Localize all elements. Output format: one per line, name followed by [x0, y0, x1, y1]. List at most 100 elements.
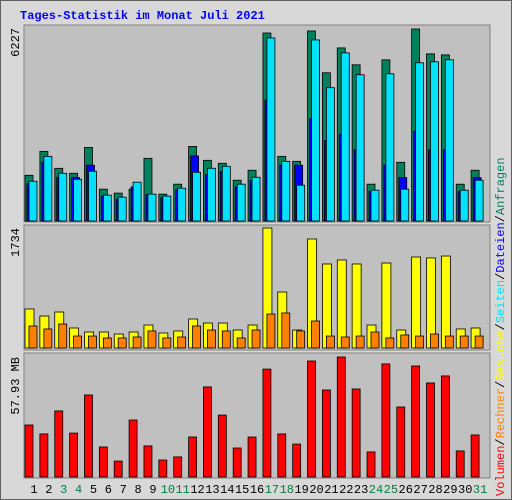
bar	[221, 165, 231, 222]
bar	[381, 262, 392, 349]
legend: Volumen/Rechner/Besuche/Seiten/Dateien/A…	[494, 157, 508, 496]
bar	[147, 330, 157, 349]
x-tick-label: 8	[134, 483, 141, 497]
bar	[400, 188, 410, 222]
bar	[444, 59, 454, 222]
bar	[311, 320, 320, 349]
x-tick-label: 9	[149, 483, 156, 497]
y-tick-label: 57.93 MB	[9, 357, 23, 415]
bar	[217, 414, 227, 478]
bar	[113, 460, 123, 478]
bar	[236, 337, 246, 349]
panel	[23, 352, 491, 479]
bar	[177, 187, 187, 222]
bar	[162, 337, 172, 349]
bar	[88, 335, 97, 349]
bar	[73, 335, 83, 349]
bar	[381, 363, 391, 478]
x-tick-label: 1	[30, 483, 37, 497]
x-tick-label: 19	[294, 483, 308, 497]
bar	[311, 39, 320, 222]
x-tick-label: 24	[369, 483, 383, 497]
bar	[281, 160, 291, 222]
bar	[459, 335, 469, 349]
bar	[177, 336, 187, 349]
x-tick-label: 31	[473, 483, 487, 497]
bar	[321, 263, 332, 349]
bar	[455, 450, 465, 478]
x-tick-label: 29	[443, 483, 457, 497]
bar	[400, 334, 410, 349]
bar	[221, 330, 231, 349]
bar	[325, 335, 335, 349]
bar	[102, 337, 112, 349]
bar	[430, 333, 439, 349]
bar	[58, 172, 68, 222]
x-tick-label: 12	[190, 483, 204, 497]
bar	[188, 436, 197, 478]
x-tick-label: 15	[235, 483, 249, 497]
bar	[340, 52, 350, 222]
bar	[117, 337, 127, 349]
x-tick-label: 5	[90, 483, 97, 497]
bar	[336, 356, 346, 478]
legend-entry: Volumen	[494, 446, 508, 496]
legend-separator: /	[494, 381, 508, 388]
bar	[325, 87, 335, 222]
x-tick-label: 7	[120, 483, 127, 497]
bar	[143, 445, 153, 478]
bar	[147, 193, 157, 222]
bar	[440, 255, 451, 349]
bar	[132, 336, 142, 349]
x-tick-label: 20	[309, 483, 323, 497]
bar	[132, 181, 142, 222]
legend-entry: Anfragen	[494, 157, 508, 215]
bar	[415, 335, 425, 349]
x-tick-label: 6	[105, 483, 112, 497]
x-tick-label: 3	[60, 483, 67, 497]
bar	[351, 388, 361, 478]
bar	[236, 183, 246, 222]
bar	[321, 389, 331, 478]
legend-separator: /	[494, 273, 508, 280]
bar	[251, 176, 261, 222]
bar	[459, 189, 469, 222]
x-tick-label: 26	[399, 483, 413, 497]
bar	[232, 447, 242, 478]
bar	[296, 184, 306, 222]
bar	[28, 325, 38, 349]
bar	[43, 155, 53, 222]
bar	[262, 368, 272, 478]
bar	[266, 37, 276, 222]
bar	[296, 330, 306, 349]
legend-separator: /	[494, 438, 508, 445]
legend-entry: Dateien	[494, 222, 508, 272]
x-tick-label: 11	[175, 483, 189, 497]
x-tick-label: 22	[339, 483, 353, 497]
bar	[470, 434, 480, 478]
bar	[266, 313, 276, 349]
bar	[247, 436, 257, 478]
x-tick-label: 17	[265, 483, 279, 497]
bar	[336, 259, 347, 349]
bar	[340, 336, 350, 349]
bar	[102, 194, 112, 222]
x-tick-label: 21	[324, 483, 338, 497]
legend-entry: Rechner	[494, 388, 508, 438]
bar	[281, 312, 291, 349]
bar	[411, 256, 422, 349]
bar	[173, 456, 183, 478]
x-tick-label: 28	[428, 483, 442, 497]
x-tick-label: 23	[354, 483, 368, 497]
legend-separator: /	[494, 323, 508, 330]
bar	[366, 451, 376, 478]
bar	[158, 459, 168, 478]
bar	[207, 167, 216, 222]
bar	[192, 325, 201, 349]
bar	[430, 61, 439, 222]
bar	[385, 337, 395, 349]
bar	[411, 365, 421, 478]
bar	[351, 263, 362, 349]
bar	[440, 375, 450, 478]
